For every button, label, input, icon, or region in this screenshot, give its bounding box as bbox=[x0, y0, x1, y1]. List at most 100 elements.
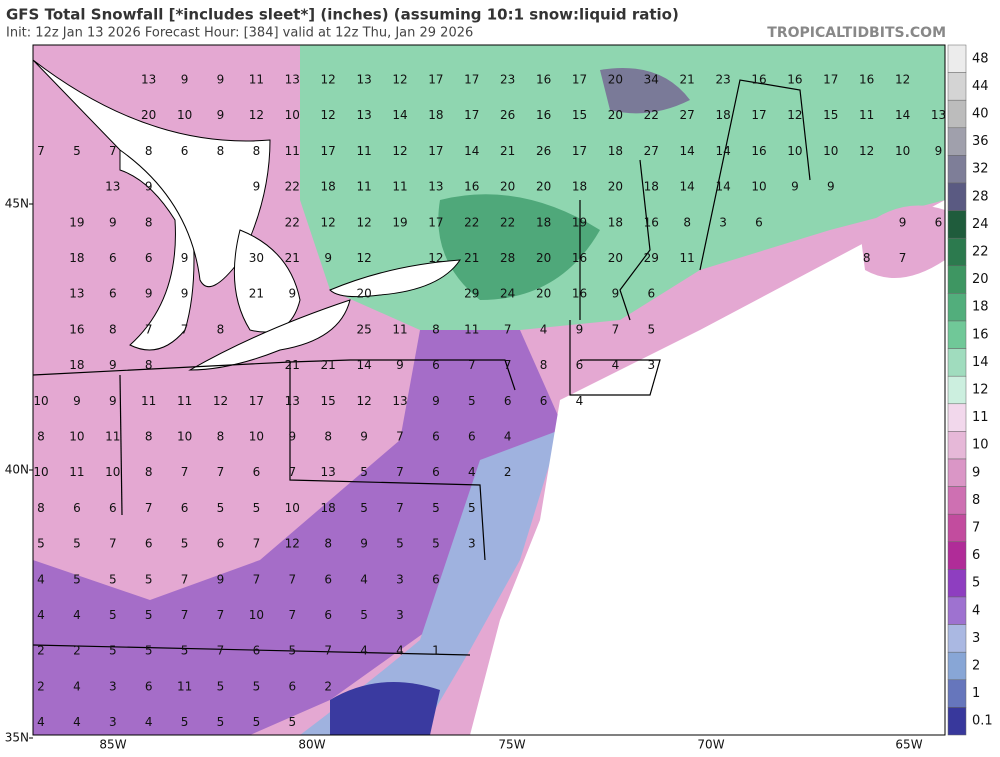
snow-value: 15 bbox=[572, 108, 587, 122]
snow-value: 2 bbox=[37, 644, 45, 658]
snow-value: 9 bbox=[612, 287, 620, 301]
snow-value: 9 bbox=[181, 251, 189, 265]
snow-value: 6 bbox=[432, 465, 440, 479]
snow-value: 8 bbox=[145, 215, 153, 229]
snow-value: 4 bbox=[37, 715, 45, 729]
snow-value: 13 bbox=[428, 180, 443, 194]
colorbar-cell bbox=[947, 210, 967, 239]
snow-value: 7 bbox=[217, 608, 225, 622]
snow-value: 9 bbox=[109, 394, 117, 408]
snow-value: 5 bbox=[145, 644, 153, 658]
colorbar-label: 0.1 bbox=[972, 714, 993, 729]
snow-value: 8 bbox=[145, 430, 153, 444]
snow-value: 14 bbox=[392, 108, 407, 122]
colorbar-label: 12 bbox=[972, 383, 989, 398]
colorbar-label: 40 bbox=[972, 107, 989, 122]
snow-value: 8 bbox=[217, 322, 225, 336]
snow-value: 9 bbox=[145, 180, 153, 194]
snow-value: 13 bbox=[285, 394, 300, 408]
snow-value: 5 bbox=[253, 501, 261, 515]
snow-value: 16 bbox=[536, 73, 551, 87]
snow-value: 21 bbox=[285, 251, 300, 265]
snow-value: 7 bbox=[396, 501, 404, 515]
map-axes: 45N 40N 35N 85W 80W 75W 70W 65W bbox=[5, 197, 923, 752]
snow-value: 18 bbox=[321, 501, 336, 515]
snow-value: 19 bbox=[572, 215, 587, 229]
snow-value: 22 bbox=[464, 215, 479, 229]
snow-value: 9 bbox=[73, 394, 81, 408]
snow-value: 23 bbox=[500, 73, 515, 87]
snow-value: 12 bbox=[285, 537, 300, 551]
snow-value: 5 bbox=[360, 608, 368, 622]
snow-value: 5 bbox=[109, 644, 117, 658]
snow-value: 13 bbox=[356, 73, 371, 87]
colorbar-label: 18 bbox=[972, 300, 989, 315]
snow-value: 10 bbox=[105, 465, 120, 479]
snow-value: 9 bbox=[935, 144, 943, 158]
lon-label: 75W bbox=[498, 738, 525, 752]
lat-label: 45N bbox=[5, 197, 29, 211]
snow-value: 14 bbox=[680, 180, 695, 194]
snow-value: 2 bbox=[504, 465, 512, 479]
snow-value: 10 bbox=[895, 144, 910, 158]
map-frame bbox=[32, 44, 946, 736]
colorbar-cell bbox=[947, 348, 967, 377]
snow-value: 21 bbox=[285, 358, 300, 372]
snow-value: 10 bbox=[249, 608, 264, 622]
snow-value: 8 bbox=[432, 322, 440, 336]
snow-value: 11 bbox=[141, 394, 156, 408]
snow-value: 6 bbox=[504, 394, 512, 408]
snow-value: 7 bbox=[253, 572, 261, 586]
snow-value: 26 bbox=[500, 108, 515, 122]
snow-value: 10 bbox=[249, 430, 264, 444]
colorbar-cell bbox=[947, 237, 967, 267]
snow-value: 10 bbox=[823, 144, 838, 158]
snow-value: 9 bbox=[109, 215, 117, 229]
snow-value: 6 bbox=[468, 430, 476, 444]
snow-value: 10 bbox=[177, 108, 192, 122]
snow-value: 17 bbox=[321, 144, 336, 158]
snow-value: 13 bbox=[285, 73, 300, 87]
snow-value: 11 bbox=[105, 430, 120, 444]
snow-value: 5 bbox=[253, 715, 261, 729]
snow-value: 5 bbox=[145, 608, 153, 622]
snow-value: 29 bbox=[644, 251, 659, 265]
snow-value: 11 bbox=[356, 180, 371, 194]
snow-value: 27 bbox=[644, 144, 659, 158]
colorbar-label: 16 bbox=[972, 327, 989, 342]
colorbar-cell bbox=[947, 679, 967, 708]
snow-value: 7 bbox=[181, 322, 189, 336]
snow-value: 7 bbox=[288, 572, 296, 586]
snow-value: 5 bbox=[73, 572, 81, 586]
snow-value: 4 bbox=[73, 715, 81, 729]
colorbar-cell bbox=[947, 403, 967, 432]
snow-value: 9 bbox=[181, 73, 189, 87]
colorbar-label: 2 bbox=[972, 659, 980, 674]
snow-value: 9 bbox=[576, 322, 584, 336]
snow-value: 28 bbox=[500, 251, 515, 265]
snow-value: 2 bbox=[324, 679, 332, 693]
snow-value: 8 bbox=[863, 251, 871, 265]
snow-value: 13 bbox=[69, 287, 84, 301]
snow-value: 6 bbox=[324, 608, 332, 622]
snow-value: 20 bbox=[608, 73, 623, 87]
snow-value: 21 bbox=[500, 144, 515, 158]
snow-value: 7 bbox=[217, 644, 225, 658]
snow-value: 9 bbox=[217, 572, 225, 586]
snow-value: 18 bbox=[644, 180, 659, 194]
snow-value: 4 bbox=[576, 394, 584, 408]
snow-value: 19 bbox=[69, 215, 84, 229]
snow-value: 27 bbox=[680, 108, 695, 122]
colorbar-label: 36 bbox=[972, 134, 989, 149]
snow-value: 9 bbox=[827, 180, 835, 194]
colorbar-cell bbox=[947, 541, 967, 570]
snow-value: 22 bbox=[285, 180, 300, 194]
snow-value: 16 bbox=[69, 322, 84, 336]
snow-value: 34 bbox=[644, 73, 659, 87]
snow-value: 17 bbox=[572, 73, 587, 87]
lon-label: 85W bbox=[99, 738, 126, 752]
snow-value: 10 bbox=[177, 430, 192, 444]
colorbar-label: 32 bbox=[972, 162, 989, 177]
snow-value: 5 bbox=[217, 679, 225, 693]
